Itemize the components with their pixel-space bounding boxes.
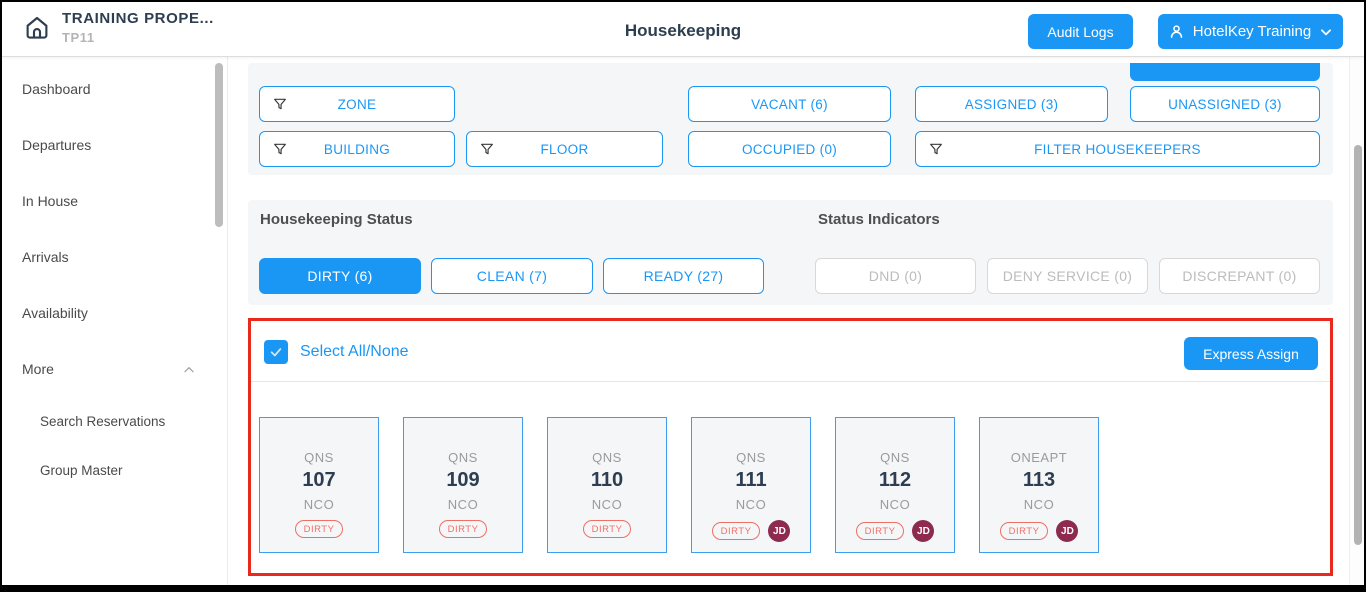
filter-funnel-icon [930, 143, 942, 155]
status-panel: Housekeeping Status Status Indicators DI… [248, 200, 1333, 305]
room-card-107[interactable]: QNS 107 NCO DIRTY [259, 417, 379, 553]
deny-service-indicator-button[interactable]: DENY SERVICE (0) [987, 258, 1148, 294]
housekeeping-status-heading: Housekeeping Status [260, 211, 413, 228]
floor-filter-label: FLOOR [540, 141, 589, 157]
unassigned-filter-button[interactable]: UNASSIGNED (3) [1130, 86, 1320, 122]
room-code: NCO [591, 497, 623, 512]
filter-funnel-icon [274, 143, 286, 155]
main-scrollbar[interactable] [1354, 145, 1362, 545]
housekeeper-avatar: JD [1056, 520, 1079, 542]
room-number: 109 [446, 469, 480, 491]
room-number: 112 [878, 469, 912, 491]
section-divider [251, 381, 1330, 382]
person-icon [1170, 25, 1183, 38]
top-header: TRAINING PROPE... TP11 Housekeeping Audi… [2, 2, 1364, 57]
building-filter-label: BUILDING [323, 141, 391, 157]
room-code: NCO [303, 497, 335, 512]
sidebar-item-in-house[interactable]: In House [22, 193, 79, 209]
status-badge: DIRTY [438, 520, 488, 538]
dirty-status-button[interactable]: DIRTY (6) [259, 258, 421, 294]
home-icon [26, 16, 48, 39]
room-type: QNS [448, 450, 478, 465]
room-type: ONEAPT [1010, 450, 1068, 465]
room-number: 107 [302, 469, 336, 491]
room-type: QNS [592, 450, 622, 465]
status-badge: DIRTY [711, 522, 761, 540]
express-assign-button[interactable]: Express Assign [1184, 337, 1318, 370]
room-card-112[interactable]: QNS 112 NCO DIRTY JD [835, 417, 955, 553]
room-card-113[interactable]: ONEAPT 113 NCO DIRTY JD [979, 417, 1099, 553]
sidebar-item-group-master[interactable]: Group Master [40, 463, 123, 478]
room-cards: QNS 107 NCO DIRTY QNS 109 NCO DIRTY QNS … [259, 417, 1123, 553]
vacant-filter-button[interactable]: VACANT (6) [688, 86, 891, 122]
room-code: NCO [879, 497, 911, 512]
status-badge: DIRTY [855, 522, 905, 540]
room-type: QNS [736, 450, 766, 465]
room-type: QNS [880, 450, 910, 465]
filter-housekeepers-button[interactable]: FILTER HOUSEKEEPERS [915, 131, 1320, 167]
chevron-up-icon[interactable] [182, 363, 196, 377]
status-badge: DIRTY [294, 520, 344, 538]
checkmark-icon [270, 348, 282, 357]
room-code: NCO [735, 497, 767, 512]
zone-filter-button[interactable]: ZONE [259, 86, 455, 122]
property-name: TRAINING PROPE... [62, 10, 214, 27]
sidebar-item-departures[interactable]: Departures [22, 137, 92, 153]
zone-filter-label: ZONE [337, 96, 377, 112]
sidebar-scrollbar[interactable] [215, 63, 223, 227]
property-code: TP11 [62, 30, 95, 45]
partial-assign-button[interactable] [1130, 63, 1320, 81]
chevron-down-icon [1321, 28, 1332, 35]
discrepant-indicator-button[interactable]: DISCREPANT (0) [1159, 258, 1320, 294]
room-selection-section: Select All/None Express Assign QNS 107 N… [248, 318, 1333, 576]
room-number: 111 [735, 469, 767, 491]
room-card-111[interactable]: QNS 111 NCO DIRTY JD [691, 417, 811, 553]
room-type: QNS [304, 450, 334, 465]
status-badge: DIRTY [582, 520, 632, 538]
sidebar-item-more[interactable]: More [22, 361, 54, 377]
occupied-filter-button[interactable]: OCCUPIED (0) [688, 131, 891, 167]
filters-panel: ZONE VACANT (6) ASSIGNED (3) UNASSIGNED … [248, 63, 1333, 175]
room-code: NCO [447, 497, 479, 512]
audit-logs-button[interactable]: Audit Logs [1028, 14, 1133, 49]
ready-status-button[interactable]: READY (27) [603, 258, 764, 294]
filter-housekeepers-label: FILTER HOUSEKEEPERS [1034, 141, 1201, 157]
housekeeper-avatar: JD [768, 520, 791, 542]
sidebar-nav: Dashboard Departures In House Arrivals A… [2, 57, 228, 585]
user-menu-label: HotelKey Training [1192, 23, 1312, 40]
building-filter-button[interactable]: BUILDING [259, 131, 455, 167]
room-card-109[interactable]: QNS 109 NCO DIRTY [403, 417, 523, 553]
sidebar-item-availability[interactable]: Availability [22, 305, 88, 321]
sidebar-item-search-reservations[interactable]: Search Reservations [40, 414, 166, 429]
status-indicators-heading: Status Indicators [818, 211, 940, 228]
page-title: Housekeeping [624, 21, 742, 40]
property-brand[interactable]: TRAINING PROPE... TP11 [22, 10, 214, 45]
floor-filter-button[interactable]: FLOOR [466, 131, 663, 167]
clean-status-button[interactable]: CLEAN (7) [431, 258, 593, 294]
status-badge: DIRTY [999, 522, 1049, 540]
filter-funnel-icon [274, 98, 286, 110]
select-all-label[interactable]: Select All/None [300, 343, 409, 360]
room-number: 110 [590, 469, 624, 491]
room-code: NCO [1023, 497, 1055, 512]
housekeeper-avatar: JD [912, 520, 935, 542]
dnd-indicator-button[interactable]: DND (0) [815, 258, 976, 294]
assigned-filter-button[interactable]: ASSIGNED (3) [915, 86, 1108, 122]
filter-funnel-icon [481, 143, 493, 155]
sidebar-item-dashboard[interactable]: Dashboard [22, 81, 91, 97]
user-menu-button[interactable]: HotelKey Training [1158, 14, 1343, 49]
select-all-checkbox[interactable] [264, 340, 288, 364]
sidebar-item-arrivals[interactable]: Arrivals [22, 249, 69, 265]
room-card-110[interactable]: QNS 110 NCO DIRTY [547, 417, 667, 553]
room-number: 113 [1022, 469, 1056, 491]
